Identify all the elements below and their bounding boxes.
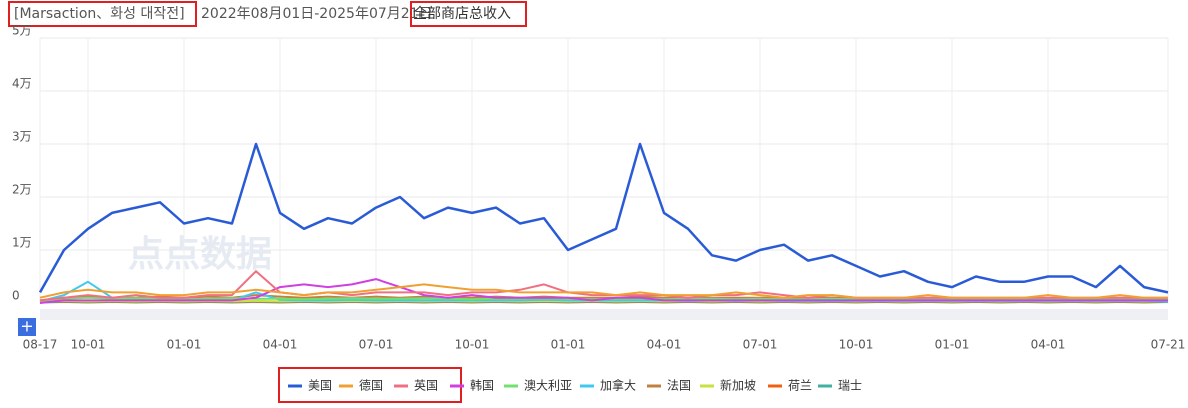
x-tick-label: 07-01 [359,338,394,352]
legend-label: 加拿大 [600,378,636,393]
title-metric: 全部商店总收入 [413,5,511,22]
title-date-range: 2022年08月01日-2025年07月21日 [201,6,433,22]
x-tick-label: 10-01 [455,338,490,352]
line [39,270,1168,302]
y-tick-label: 5万 [12,24,32,38]
line [39,278,1168,304]
legend-label: 韩国 [470,378,494,393]
zoom-button-label[interactable]: + [20,317,33,336]
x-tick-label: 04-01 [1031,338,1066,352]
legend-label: 澳大利亚 [524,379,572,393]
line [38,142,1169,294]
legend-label: 德国 [359,378,383,393]
line [39,283,1168,299]
x-tick-label: 07-01 [743,338,778,352]
x-tick-label: 10-01 [71,338,106,352]
zoom-button[interactable] [18,318,36,336]
title-app: [Marsaction、화성 대작전] [14,6,185,22]
y-tick-label: 4万 [12,77,32,91]
y-tick-label: 0 [12,289,20,303]
watermark: 点点数据 [128,234,272,275]
legend-label: 荷兰 [788,379,812,393]
legend-label: 美国 [308,379,332,393]
highlight-box [8,1,197,27]
y-tick-label: 2万 [12,183,32,197]
legend-label: 瑞士 [838,379,862,393]
zoom-slider[interactable] [40,309,1168,320]
x-tick-label: 01-01 [167,338,202,352]
legend-label: 法国 [667,379,691,393]
x-tick-label: 07-21 [1151,338,1186,352]
legend-label: 英国 [414,379,438,393]
x-tick-label: 04-01 [647,338,682,352]
x-tick-label: 08-17 [23,338,58,352]
x-tick-label: 04-01 [263,338,298,352]
x-tick-label: 01-01 [551,338,586,352]
legend-label: 新加坡 [720,378,756,393]
highlight-box [410,1,527,27]
x-tick-label: 10-01 [839,338,874,352]
x-tick-label: 01-01 [935,338,970,352]
y-tick-label: 1万 [12,236,32,250]
y-tick-label: 3万 [12,130,32,144]
